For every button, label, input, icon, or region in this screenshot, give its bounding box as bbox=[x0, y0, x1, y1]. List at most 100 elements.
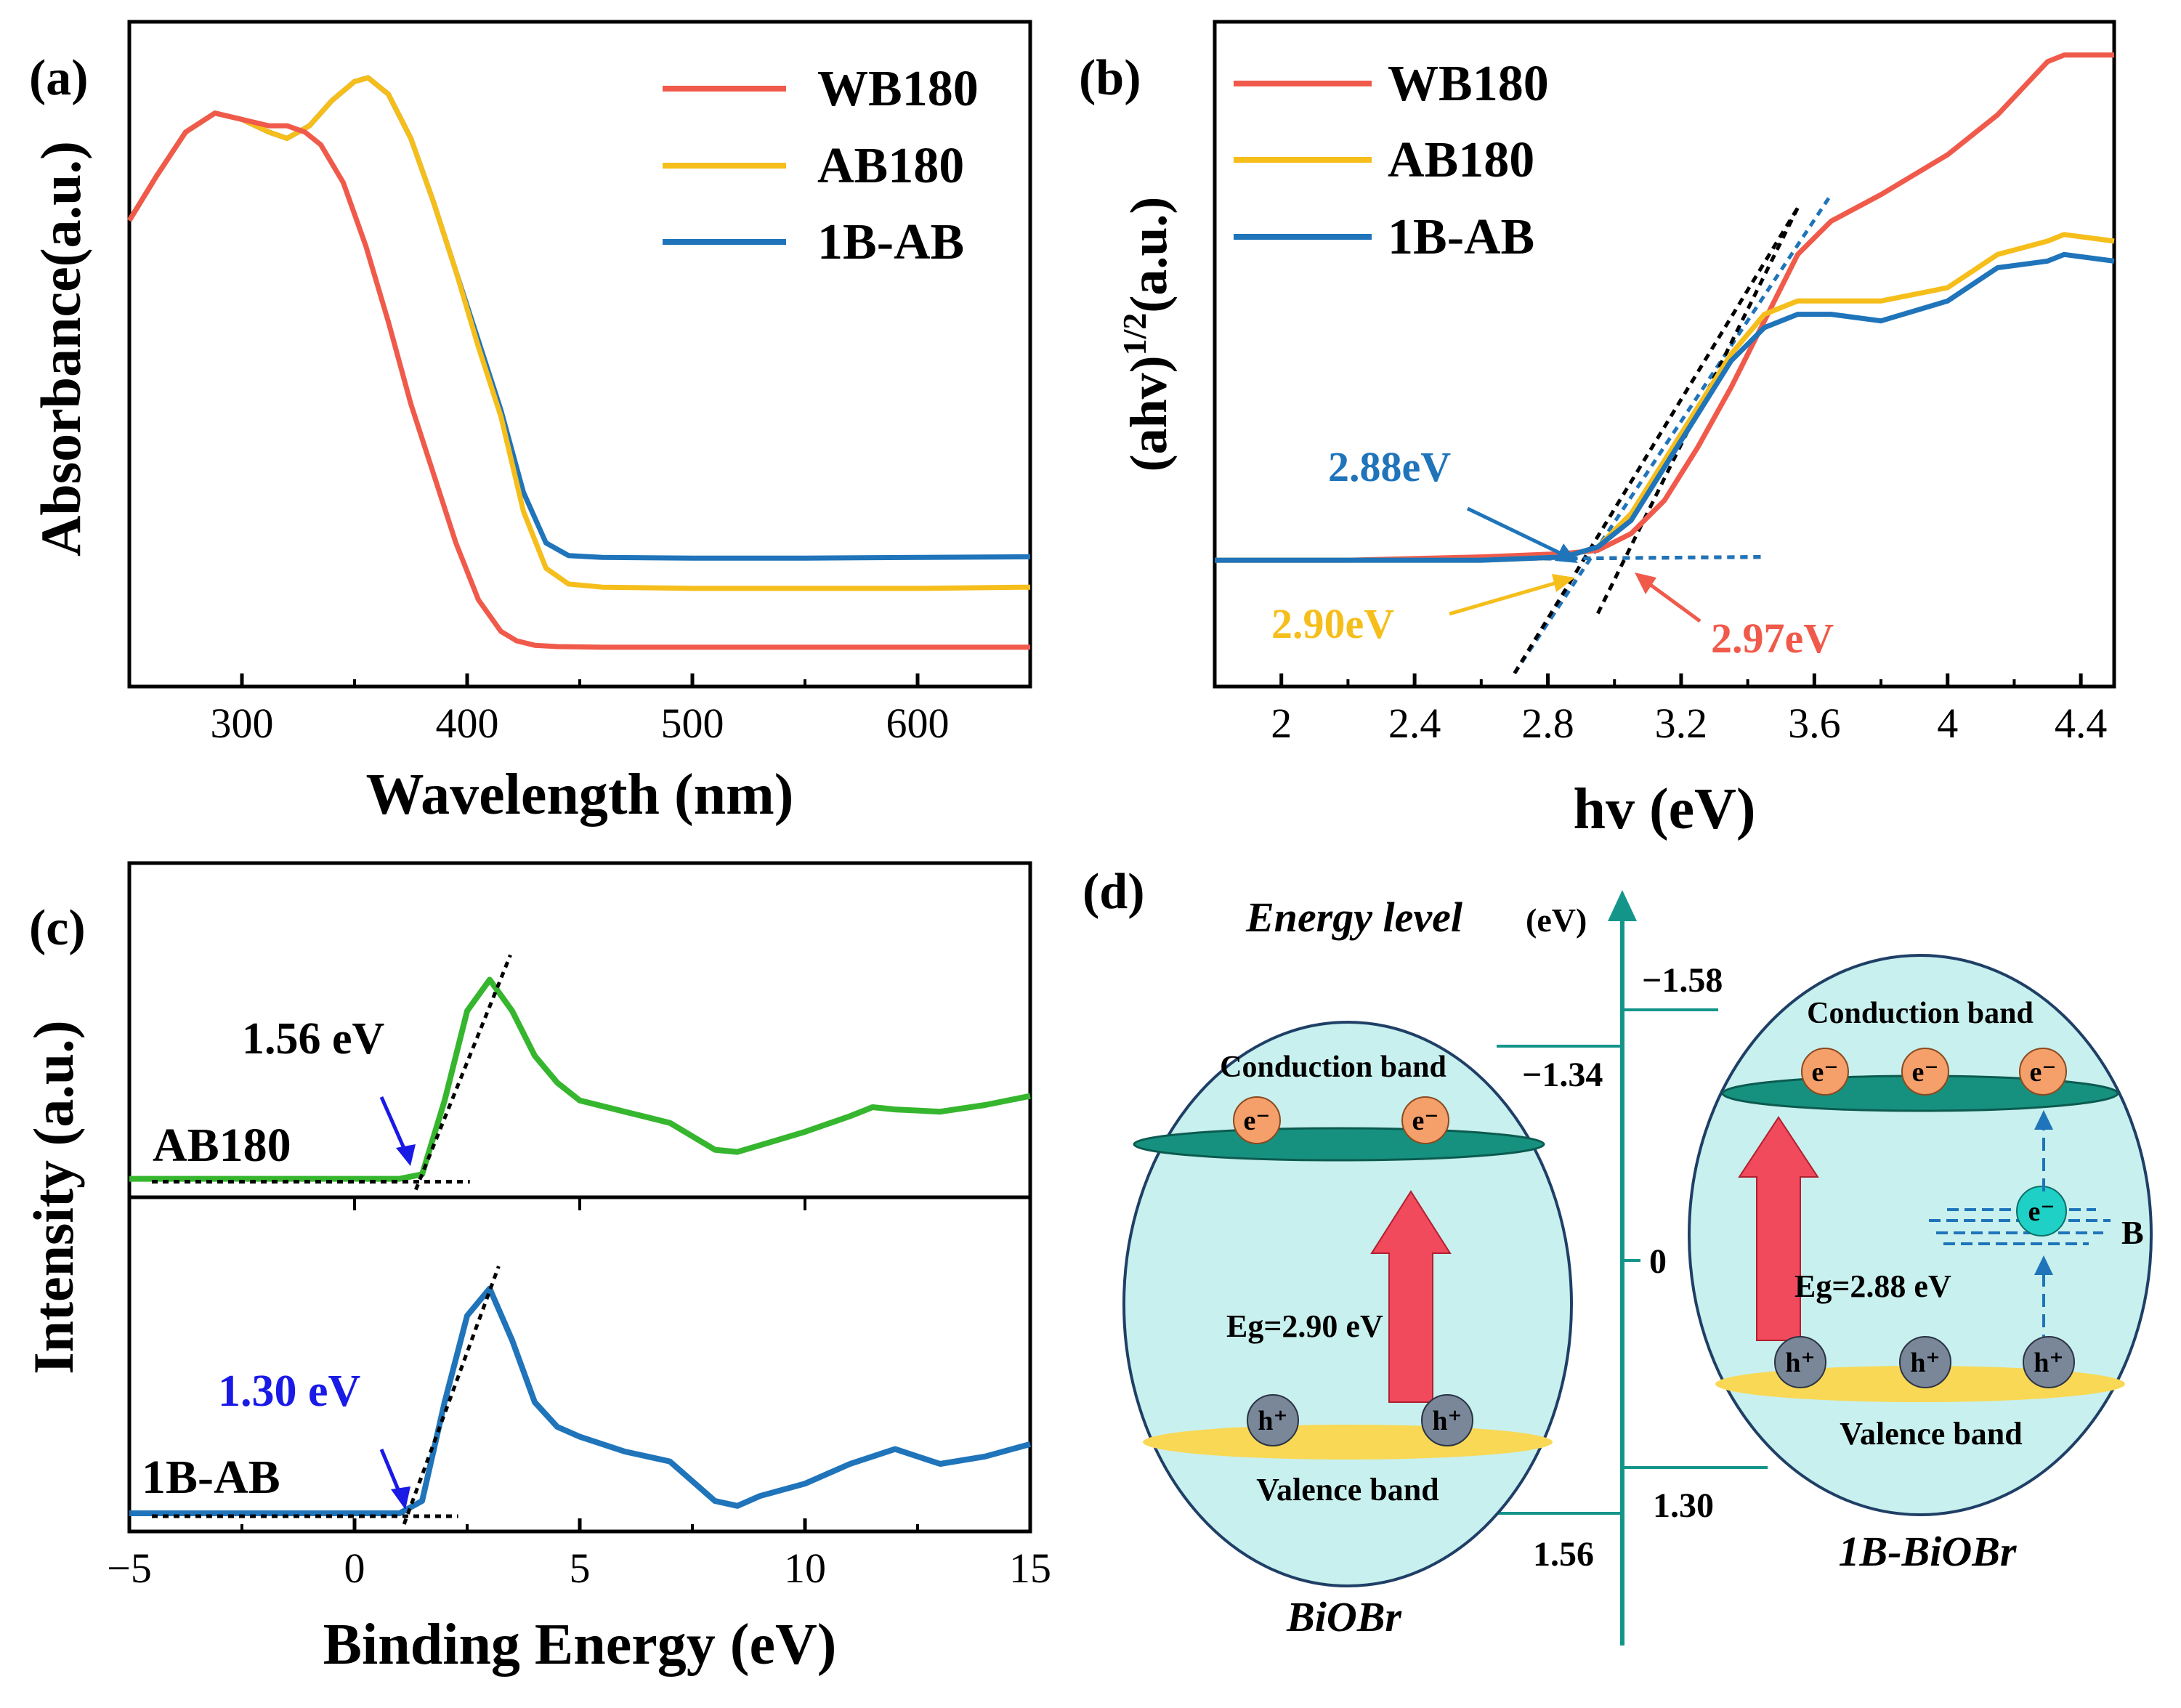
panel-b-frame bbox=[1213, 20, 2116, 689]
annotation-2-88ev-arrow bbox=[1466, 506, 1567, 558]
annotation-2-97ev: 2.97eV bbox=[1711, 615, 1834, 662]
series-b-ab180 bbox=[1215, 232, 2115, 563]
onset-arrowhead-top bbox=[396, 1144, 416, 1166]
annotation-2-90ev: 2.90eV bbox=[1271, 600, 1394, 647]
energy-axis-unit: (eV) bbox=[1526, 902, 1587, 939]
legend-a-ab180: AB180 bbox=[817, 138, 964, 194]
tangent-b-0 bbox=[1513, 193, 1833, 675]
annotation-2-90ev-arrowhead bbox=[1552, 574, 1575, 592]
annotation-2-97ev-arrow bbox=[1644, 579, 1701, 623]
1b-biobr-diagram: Conduction band e⁻ e⁻ e⁻ Eg=2.88 eV e⁻ B bbox=[1688, 954, 2153, 1575]
panel-b-tangents bbox=[1348, 193, 1833, 675]
1b-biobr-hole-1 bbox=[1774, 1336, 1826, 1388]
a-x-tick-label-300: 300 bbox=[211, 700, 274, 747]
legend-b-ab180: AB180 bbox=[1388, 132, 1534, 188]
1b-biobr-hole-2 bbox=[1899, 1336, 1951, 1388]
legend-a-wb180: WB180 bbox=[817, 61, 979, 117]
biobr-electron-1-label: e⁻ bbox=[1244, 1106, 1271, 1136]
b-x-tick-label-2: 2 bbox=[1271, 700, 1292, 747]
1b-biobr-electron-3-label: e⁻ bbox=[2030, 1057, 2057, 1088]
b-x-tick-label-2.4: 2.4 bbox=[1388, 700, 1441, 747]
vb-to-impurity-arrowhead bbox=[2034, 1255, 2053, 1275]
biobr-electron-2-label: e⁻ bbox=[1412, 1106, 1439, 1136]
annotation-2-90ev-arrow bbox=[1449, 579, 1563, 616]
biobr-vb-label: Valence band bbox=[1256, 1472, 1439, 1507]
impurity-to-cb-arrowhead bbox=[2034, 1110, 2053, 1130]
1b-biobr-electron-2-label: e⁻ bbox=[1912, 1057, 1939, 1088]
b-x-tick-label-2.8: 2.8 bbox=[1521, 700, 1574, 747]
panel-c-top-name: AB180 bbox=[153, 1119, 291, 1172]
panel-b-series bbox=[1215, 52, 2115, 563]
panel-c-series bbox=[129, 954, 1032, 1525]
energy-axis-arrowhead bbox=[1608, 890, 1637, 921]
1b-biobr-electron-3 bbox=[2019, 1048, 2067, 1096]
panel-b-legend: WB180 AB180 1B-AB bbox=[1234, 56, 1549, 265]
panel-c: (c) −5 0 5 10 15 Binding Energy (eV) Intensi… bbox=[22, 861, 1051, 1677]
energy-axis-title: Energy level bbox=[1245, 894, 1463, 941]
impurity-electron bbox=[2016, 1186, 2067, 1237]
a-x-tick-label-500: 500 bbox=[661, 700, 724, 747]
panel-b-ylabel-sup: 1/2 bbox=[1116, 313, 1153, 356]
series-c-1b-ab bbox=[129, 1285, 1032, 1516]
panel-b-label: (b) bbox=[1079, 50, 1141, 106]
1b-biobr-name: 1B-BiOBr bbox=[1839, 1528, 2017, 1575]
biobr-excitation-arrow bbox=[1370, 1190, 1452, 1403]
onset-arrow-bottom bbox=[379, 1449, 402, 1494]
impurity-label: B bbox=[2121, 1214, 2144, 1251]
b-x-tick-label-4: 4 bbox=[1937, 700, 1958, 747]
panel-a-series bbox=[127, 75, 1031, 650]
legend-b-wb180: WB180 bbox=[1388, 56, 1549, 112]
panel-b-ylabel: (ahv)1/2(a.u.) bbox=[1116, 197, 1178, 472]
level-130: 1.30 bbox=[1653, 1486, 1714, 1525]
legend-a-1bab: 1B-AB bbox=[817, 214, 964, 270]
legend-b-1bab: 1B-AB bbox=[1388, 209, 1534, 265]
biobr-valence-band bbox=[1143, 1425, 1553, 1460]
panel-a-ticks: 300 400 500 600 bbox=[128, 673, 1032, 747]
panel-b-ticks: 2 2.4 2.8 3.2 3.6 4 4.4 bbox=[1271, 673, 2107, 747]
series-b-1b-ab bbox=[1215, 251, 2115, 563]
annotation-2-97ev-arrowhead bbox=[1635, 572, 1656, 594]
biobr-electron-2 bbox=[1401, 1096, 1449, 1144]
1b-biobr-eg: Eg=2.88 eV bbox=[1794, 1268, 1951, 1304]
panel-c-bottom-value: 1.30 eV bbox=[218, 1367, 361, 1416]
panel-b-xlabel: hv (eV) bbox=[1573, 777, 1755, 841]
panel-c-ylabel: Intensity (a.u.) bbox=[22, 1020, 85, 1375]
impurity-level: e⁻ B bbox=[1929, 1186, 2144, 1251]
tangent-b-1 bbox=[1513, 206, 1800, 674]
series-b-wb180 bbox=[1215, 52, 2114, 563]
panel-c-label: (c) bbox=[29, 900, 86, 956]
series-c-ab180 bbox=[129, 976, 1031, 1182]
1b-biobr-hole-3 bbox=[2023, 1336, 2075, 1388]
annotation-2-88ev-arrowhead bbox=[1555, 543, 1578, 563]
panel-b: (b) 2 2.4 2.8 3.2 3.6 4 4.4 hv (eV) (ahv)1/2(a… bbox=[1079, 20, 2116, 841]
biobr-name: BiOBr bbox=[1286, 1593, 1401, 1640]
tangent-c-ab180 bbox=[414, 954, 512, 1191]
biobr-conduction-band bbox=[1133, 1127, 1545, 1162]
level-m134: −1.34 bbox=[1522, 1056, 1603, 1094]
panel-b-ylabel-main: (ahv) bbox=[1120, 355, 1178, 471]
onset-arrow-top bbox=[379, 1096, 408, 1153]
level-156: 1.56 bbox=[1533, 1535, 1594, 1574]
panel-c-ticks: −5 0 5 10 15 bbox=[107, 1197, 1051, 1592]
onset-arrowhead-bottom bbox=[391, 1486, 410, 1510]
a-x-tick-label-400: 400 bbox=[436, 700, 499, 747]
1b-biobr-hole-3-label: h⁺ bbox=[2034, 1348, 2063, 1378]
annotation-2-88ev: 2.88eV bbox=[1328, 443, 1451, 490]
1b-biobr-electron-1 bbox=[1801, 1048, 1849, 1096]
1b-biobr-electron-2 bbox=[1901, 1048, 1949, 1096]
b-x-tick-label-3.6: 3.6 bbox=[1788, 700, 1841, 747]
1b-biobr-hole-2-label: h⁺ bbox=[1910, 1348, 1940, 1378]
c-x-tick-label--5: −5 bbox=[107, 1545, 152, 1592]
c-x-tick-label-15: 15 bbox=[1009, 1545, 1051, 1592]
series-a-wb180 bbox=[127, 110, 1030, 650]
b-x-tick-label-4.4: 4.4 bbox=[2055, 700, 2108, 747]
1b-biobr-hole-1-label: h⁺ bbox=[1785, 1348, 1815, 1378]
biobr-diagram: Conduction band e⁻ e⁻ Eg=2.90 eV h⁺ h⁺ V… bbox=[1122, 1021, 1573, 1640]
panel-a-ylabel: Absorbance(a.u.) bbox=[29, 141, 92, 556]
biobr-cb-label: Conduction band bbox=[1220, 1051, 1446, 1084]
tangent-c-1b-ab bbox=[402, 1266, 501, 1525]
panel-c-xlabel: Binding Energy (eV) bbox=[323, 1613, 837, 1677]
biobr-eg: Eg=2.90 eV bbox=[1226, 1308, 1383, 1344]
panel-a: (a) 300 400 500 600 Wavelength (nm) Absorba… bbox=[29, 20, 1032, 827]
